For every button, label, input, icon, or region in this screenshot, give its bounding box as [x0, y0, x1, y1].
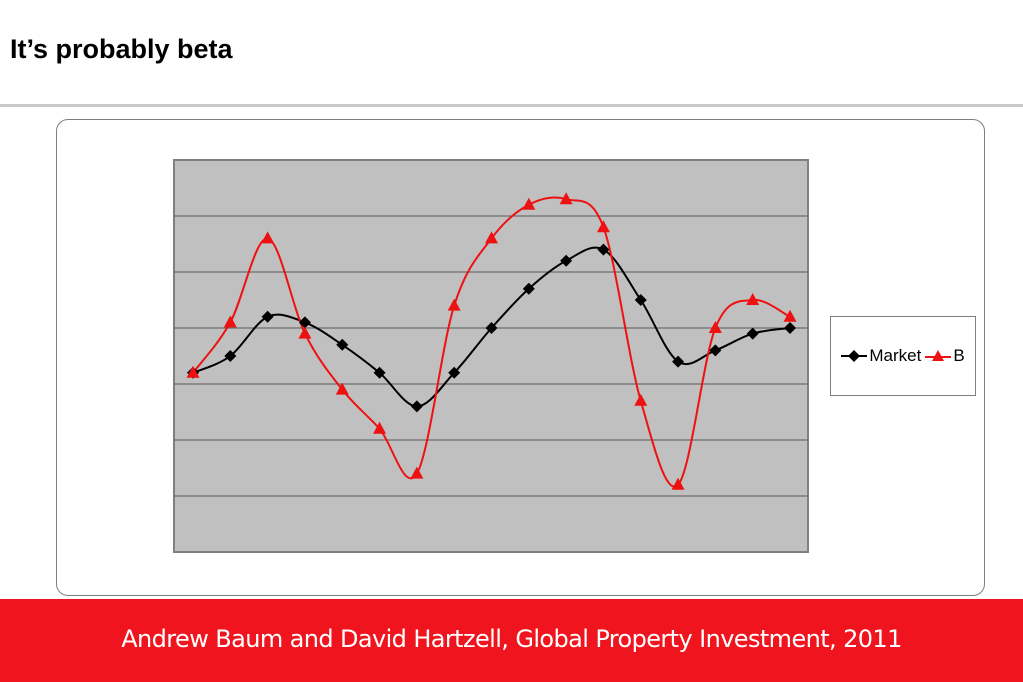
data-point-market [373, 366, 386, 379]
data-point-b [298, 326, 312, 339]
data-point-market [746, 327, 759, 340]
diamond-line-marker-icon [841, 350, 868, 362]
data-point-market [336, 338, 349, 351]
legend-item-b: B [925, 346, 965, 366]
data-point-market [709, 344, 722, 357]
legend-label-b: B [953, 346, 965, 365]
data-point-b [485, 231, 498, 244]
data-point-market [448, 366, 461, 379]
data-point-market [224, 350, 237, 362]
data-point-b [783, 309, 797, 322]
data-point-b [522, 197, 536, 210]
plot-area [173, 159, 809, 553]
data-point-b [186, 365, 200, 378]
data-point-market [298, 316, 311, 329]
data-point-b [634, 393, 648, 406]
legend-label-market: Market [869, 346, 922, 365]
data-point-b [373, 421, 387, 434]
data-point-market [634, 294, 647, 306]
data-point-market [522, 282, 535, 295]
title-divider [0, 104, 1023, 107]
data-point-market [261, 310, 274, 323]
data-point-b [447, 298, 461, 311]
data-point-b [261, 231, 275, 244]
slide-title: It’s probably beta [10, 34, 233, 64]
data-point-b [223, 315, 237, 328]
data-point-market [485, 322, 498, 334]
series-layer [186, 192, 797, 490]
data-point-b [335, 382, 349, 395]
data-point-b [559, 192, 573, 205]
footer-citation: Andrew Baum and David Hartzell, Global P… [121, 624, 902, 653]
data-point-b [596, 220, 610, 233]
data-point-b [746, 293, 760, 305]
data-point-market [597, 243, 610, 256]
data-point-market [672, 355, 685, 368]
data-point-b [708, 321, 722, 333]
data-point-market [560, 254, 573, 267]
data-point-market [410, 400, 423, 413]
data-point-market [784, 322, 796, 334]
footer-banner: Andrew Baum and David Hartzell, Global P… [0, 599, 1023, 682]
data-point-b [671, 477, 685, 490]
triangle-line-marker-icon [925, 350, 952, 361]
legend-item-market: Market [841, 346, 921, 366]
data-point-b [410, 466, 424, 479]
chart-legend: Market B [830, 316, 976, 396]
